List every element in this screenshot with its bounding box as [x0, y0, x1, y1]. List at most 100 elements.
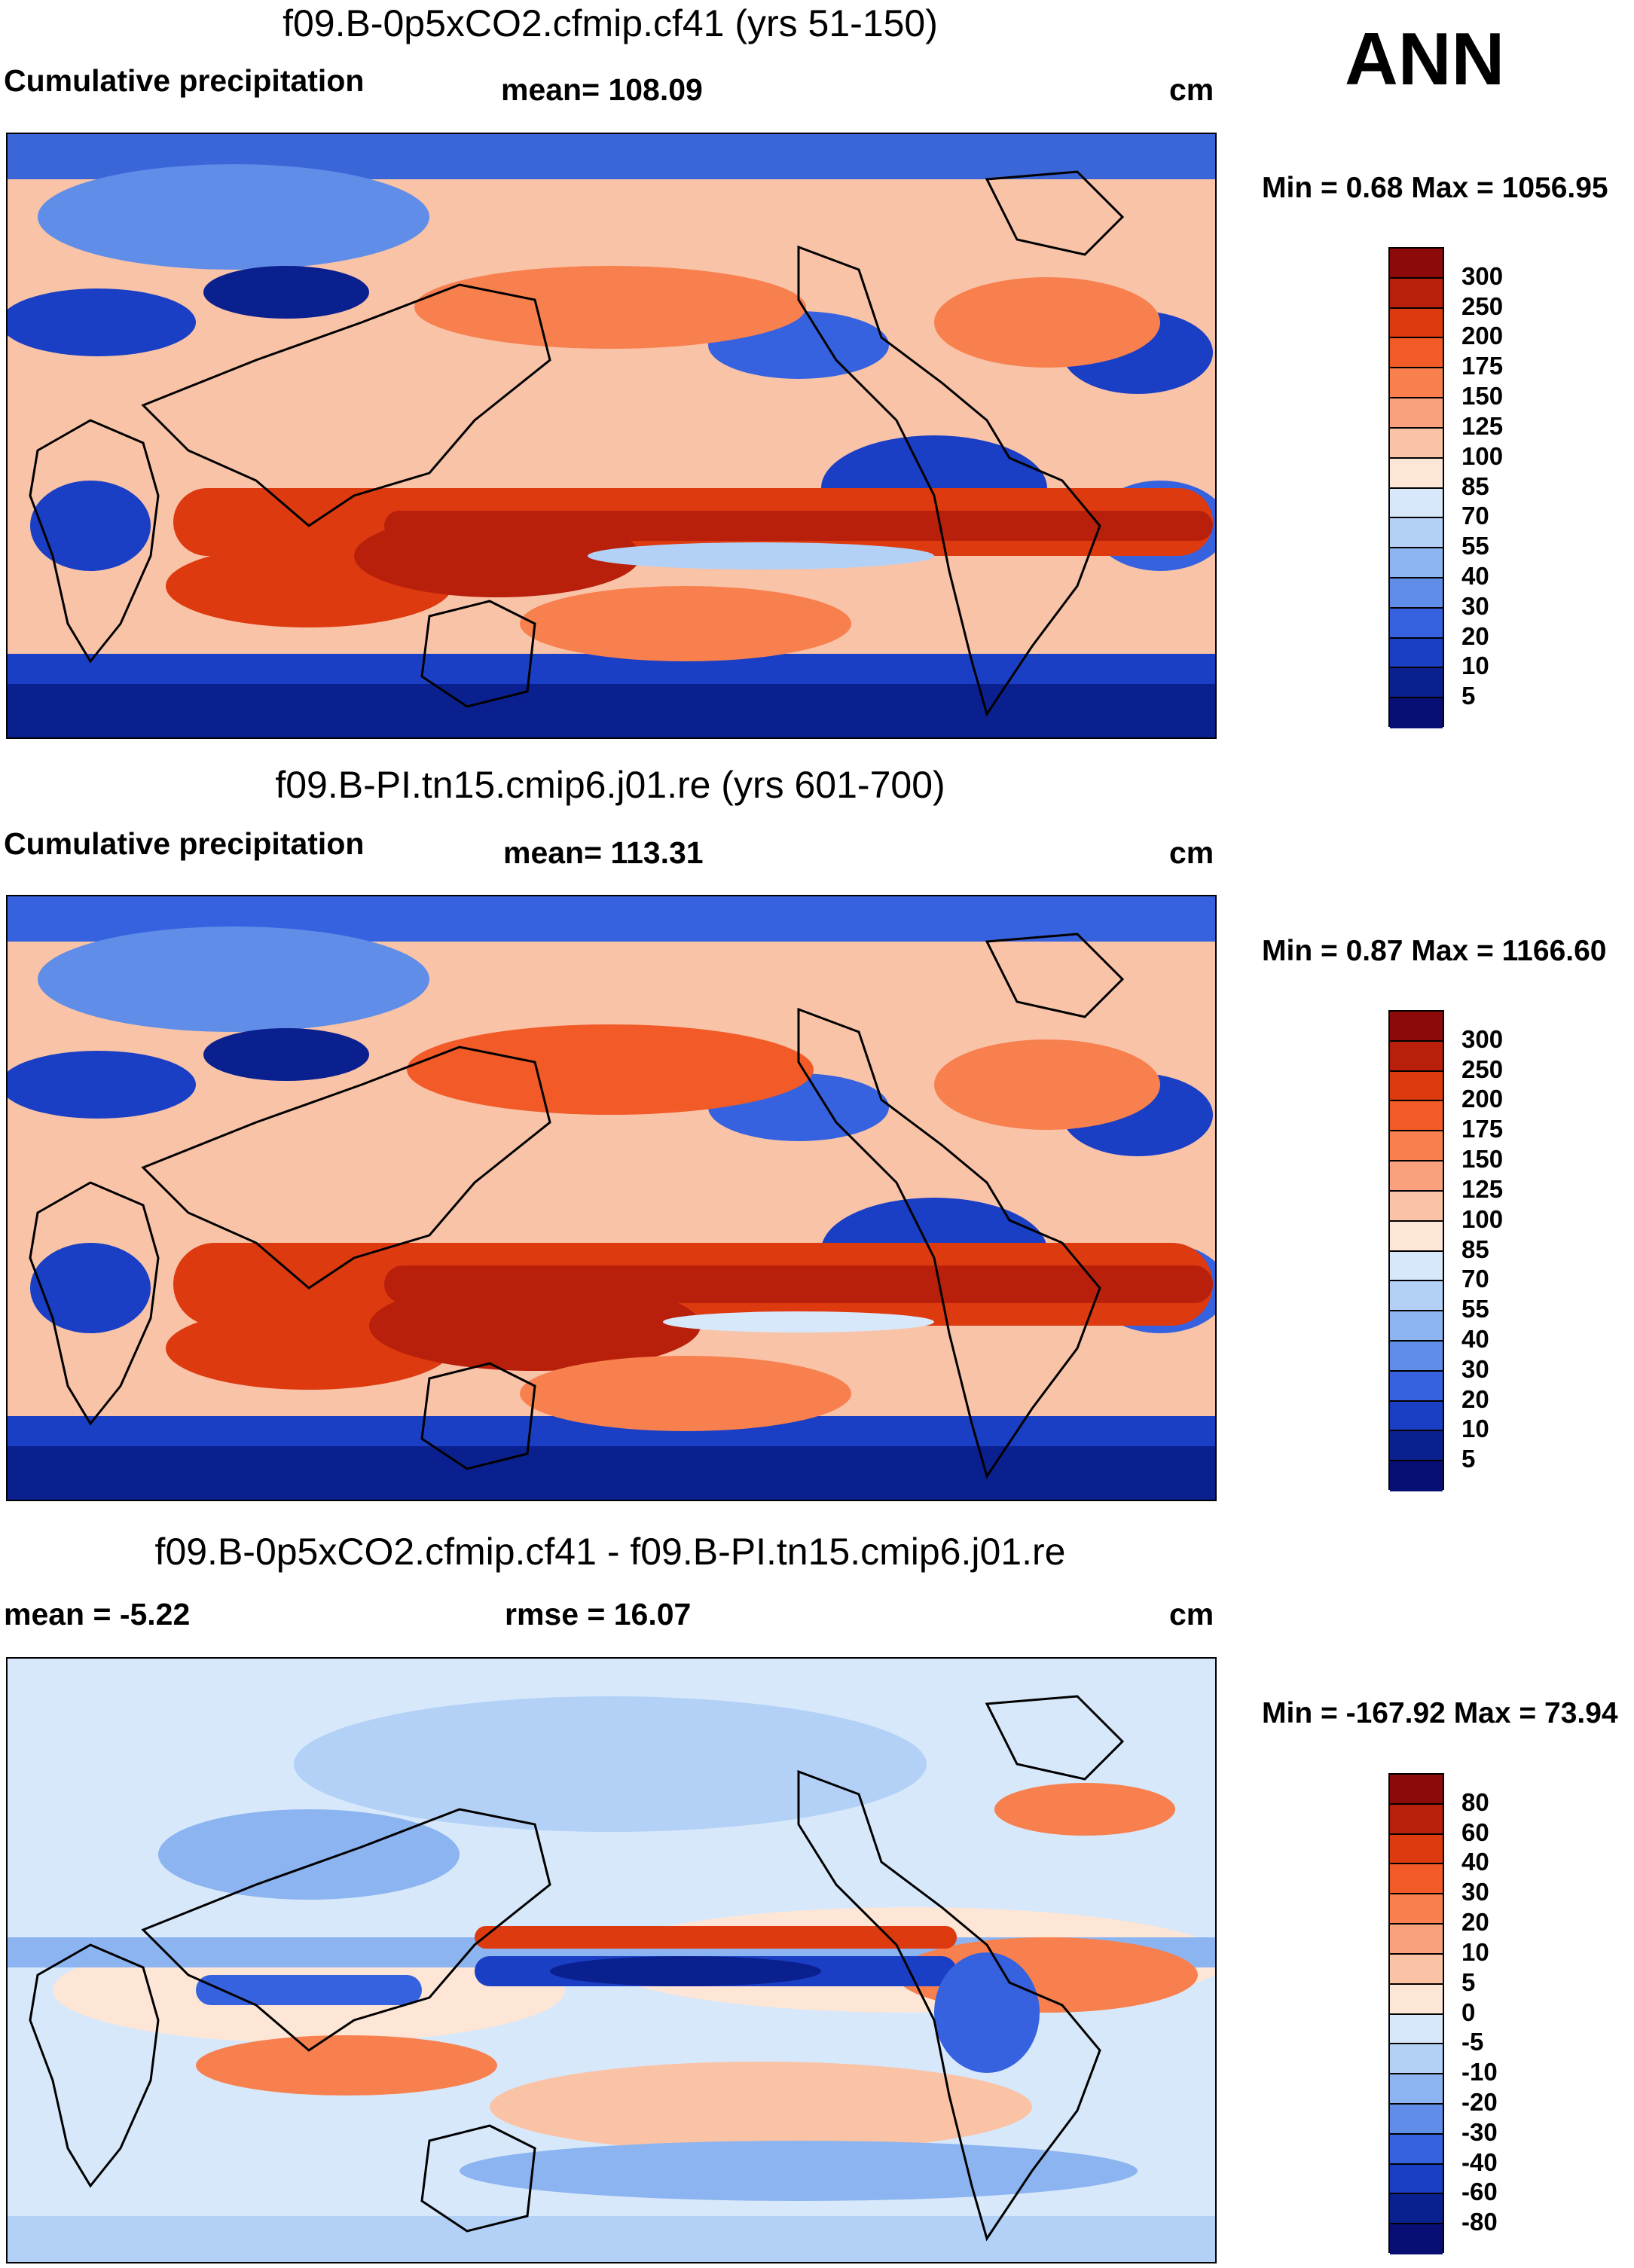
panel2-colorbar-segment	[1390, 1281, 1443, 1312]
panel1-colorbar-tick-label: 30	[1461, 591, 1489, 620]
panel3-colorbar-tick-label: -5	[1461, 2028, 1484, 2056]
panel2-mean-label: mean= 113.31	[503, 835, 704, 870]
panel1-colorbar-segment	[1390, 278, 1443, 309]
panel3-colorbar-tick-label: 20	[1461, 1908, 1489, 1937]
panel1-map-svg	[8, 134, 1215, 737]
panel1-colorbar-segment	[1390, 428, 1443, 459]
panel1-colorbar-segment	[1390, 368, 1443, 399]
panel2-units-label: cm	[1169, 835, 1214, 870]
panel1-colorbar-segment	[1390, 638, 1443, 669]
panel1-colorbar-tick-label: 250	[1461, 292, 1504, 320]
panel3-colorbar-segment	[1390, 2074, 1443, 2105]
panel2-colorbar-tick-label: 250	[1461, 1055, 1504, 1083]
panel3-field	[8, 1659, 1215, 2262]
panel3-colorbar-segment	[1390, 1984, 1443, 2015]
panel3-minmax: Min = -167.92 Max = 73.94	[1262, 1697, 1618, 1729]
panel3-map	[6, 1657, 1217, 2263]
panel2-colorbar-segment	[1390, 1461, 1443, 1491]
panel1-map	[6, 133, 1217, 739]
panel1-colorbar-tick-label: 200	[1461, 322, 1504, 350]
panel3-colorbar-tick-label: -20	[1461, 2087, 1498, 2116]
panel2-colorbar-tick-label: 150	[1461, 1145, 1504, 1174]
panel3-colorbar-tick-label: 5	[1461, 1967, 1476, 1996]
panel3-colorbar-tick-label: 10	[1461, 1937, 1489, 1966]
panel1-colorbar-segment	[1390, 249, 1443, 279]
panel2-variable-label: Cumulative precipitation	[4, 826, 365, 861]
panel1-colorbar-segment	[1390, 338, 1443, 369]
panel2-colorbar-segment	[1390, 1311, 1443, 1342]
panel1-colorbar-segment	[1390, 578, 1443, 609]
panel3-map-svg	[8, 1659, 1215, 2262]
panel3-colorbar-tick-label: 0	[1461, 1998, 1476, 2026]
panel2-coastlines	[29, 933, 1125, 1479]
panel2-colorbar-segment	[1390, 1012, 1443, 1042]
panel3-colorbar-tick-label: 30	[1461, 1878, 1489, 1906]
panel2-colorbar-tick-label: 70	[1461, 1265, 1489, 1293]
panel2-colorbar-tick-label: 55	[1461, 1295, 1489, 1323]
panel3-mean-label: mean = -5.22	[4, 1597, 191, 1632]
panel2-colorbar-segment	[1390, 1431, 1443, 1462]
panel3-colorbar-segment	[1390, 2224, 1443, 2254]
panel1-colorbar-segment	[1390, 698, 1443, 728]
panel3-colorbar-segment	[1390, 1804, 1443, 1835]
panel3-colorbar-tick-label: -40	[1461, 2147, 1498, 2176]
panel2-colorbar-segment	[1390, 1101, 1443, 1132]
panel2-colorbar-tick-label: 40	[1461, 1324, 1489, 1353]
panel3-colorbar-segment	[1390, 1864, 1443, 1895]
panel2-colorbar-tick-label: 200	[1461, 1085, 1504, 1113]
panel1-colorbar-tick-label: 55	[1461, 532, 1489, 560]
panel2-colorbar-segment	[1390, 1071, 1443, 1102]
panel2-colorbar-tick-label: 300	[1461, 1024, 1504, 1053]
panel1-colorbar-segment	[1390, 548, 1443, 578]
panel2-colorbar-tick-label: 175	[1461, 1115, 1504, 1143]
panel3-colorbar-tick-label: -60	[1461, 2178, 1498, 2206]
panel2-colorbar-segment	[1390, 1341, 1443, 1372]
panel3-colorbar-segment	[1390, 2164, 1443, 2195]
panel3-colorbar-segment	[1390, 1775, 1443, 1805]
panel1-colorbar-tick-label: 175	[1461, 352, 1504, 380]
panel3-colorbar-segment	[1390, 2194, 1443, 2225]
panel2-colorbar-tick-label: 30	[1461, 1354, 1489, 1383]
panel3-colorbar-tick-label: 80	[1461, 1787, 1489, 1816]
panel3-colorbar	[1388, 1773, 1444, 2254]
panel1-colorbar-segment	[1390, 668, 1443, 699]
panel3-rmse-label: rmse = 16.07	[505, 1597, 692, 1632]
panel1-colorbar	[1388, 247, 1444, 728]
panel3-colorbar-segment	[1390, 2014, 1443, 2045]
panel3-colorbar-segment	[1390, 2104, 1443, 2135]
panel3-colorbar-tick-label: -10	[1461, 2058, 1498, 2086]
panel2-colorbar-tick-label: 125	[1461, 1174, 1504, 1203]
panel1-variable-label: Cumulative precipitation	[4, 63, 365, 98]
panel1-colorbar-tick-label: 125	[1461, 411, 1504, 440]
panel2-colorbar-segment	[1390, 1221, 1443, 1252]
panel3-colorbar-segment	[1390, 1925, 1443, 1955]
panel1-colorbar-tick-label: 300	[1461, 261, 1504, 290]
panel3-colorbar-segment	[1390, 1834, 1443, 1865]
panel1-colorbar-tick-label: 100	[1461, 441, 1504, 470]
panel1-colorbar-segment	[1390, 398, 1443, 429]
panel2-title: f09.B-PI.tn15.cmip6.j01.re (yrs 601-700)	[275, 764, 945, 806]
panel2-colorbar-tick-label: 10	[1461, 1415, 1489, 1443]
panel1-colorbar-tick-label: 10	[1461, 652, 1489, 680]
panel3-colorbar-tick-label: 40	[1461, 1848, 1489, 1876]
panel2-colorbar-tick-label: 100	[1461, 1204, 1504, 1233]
panel1-mean-label: mean= 108.09	[501, 72, 703, 107]
panel1-minmax: Min = 0.68 Max = 1056.95	[1262, 172, 1608, 204]
panel2-map-svg	[8, 896, 1215, 1500]
panel3-coastlines	[29, 1695, 1125, 2242]
panel1-colorbar-segment	[1390, 488, 1443, 519]
panel2-colorbar-segment	[1390, 1161, 1443, 1192]
panel3-units-label: cm	[1169, 1597, 1214, 1632]
panel1-units-label: cm	[1169, 72, 1214, 107]
panel1-colorbar-segment	[1390, 518, 1443, 549]
panel2-minmax: Min = 0.87 Max = 1166.60	[1262, 935, 1607, 967]
panel1-colorbar-tick-label: 85	[1461, 472, 1489, 500]
panel2-colorbar-tick-label: 85	[1461, 1235, 1489, 1263]
panel3-colorbar-segment	[1390, 2134, 1443, 2165]
panel1-colorbar-segment	[1390, 308, 1443, 339]
panel2-colorbar-segment	[1390, 1371, 1443, 1402]
panel3-colorbar-tick-label: 60	[1461, 1818, 1489, 1846]
panel1-colorbar-tick-label: 70	[1461, 502, 1489, 530]
panel1-colorbar-tick-label: 5	[1461, 682, 1476, 710]
panel1-colorbar-tick-label: 40	[1461, 561, 1489, 590]
